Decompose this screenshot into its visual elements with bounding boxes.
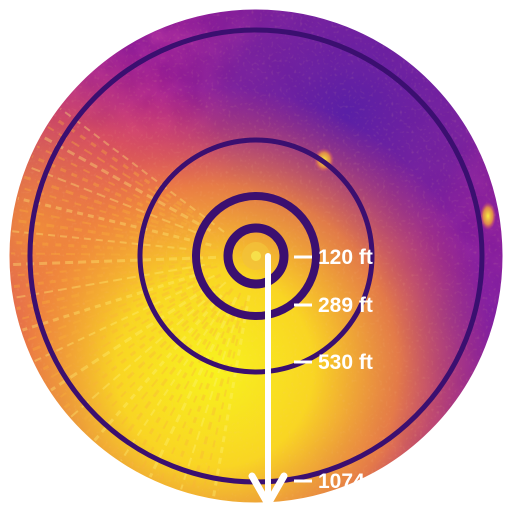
down-arrow-icon (248, 253, 288, 508)
hotspot-right (480, 202, 496, 230)
range-label-ring-530: 530 ft (318, 351, 373, 374)
origin-dot (251, 251, 261, 261)
ring-530 (137, 137, 375, 375)
ring-289 (192, 192, 320, 320)
range-label-ring-1074: 1074 ft (318, 470, 385, 493)
ring-120 (223, 223, 289, 289)
disc-rim (6, 6, 506, 506)
range-label-ring-289: 289 ft (318, 294, 373, 317)
range-label-ring-120: 120 ft (318, 246, 373, 269)
